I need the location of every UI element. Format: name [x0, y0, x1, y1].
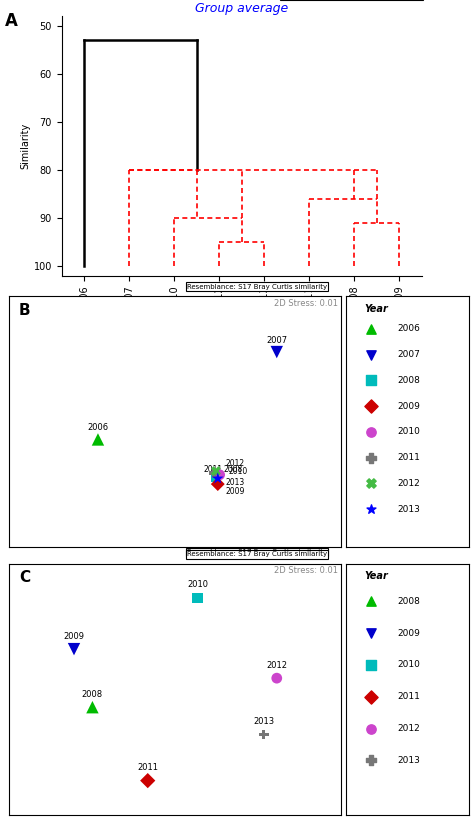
Text: 2D Stress: 0.01: 2D Stress: 0.01 — [274, 566, 338, 575]
Point — [367, 754, 374, 767]
Point — [212, 470, 220, 483]
Text: 2008: 2008 — [223, 465, 243, 474]
Text: Resemblance: S17 Bray Curtis similarity: Resemblance: S17 Bray Curtis similarity — [187, 549, 327, 555]
Text: 2011: 2011 — [398, 692, 420, 701]
Point — [367, 658, 374, 672]
Text: A: A — [5, 12, 18, 30]
Text: 2006: 2006 — [398, 324, 420, 333]
Text: 2007: 2007 — [398, 350, 420, 359]
Point — [367, 348, 374, 361]
Point — [367, 399, 374, 412]
Point — [367, 451, 374, 464]
Point — [367, 502, 374, 515]
Point — [367, 595, 374, 608]
Text: 2D Stress: 0.01: 2D Stress: 0.01 — [274, 299, 338, 308]
Text: 2012: 2012 — [266, 661, 287, 670]
Text: 2009: 2009 — [225, 487, 245, 496]
Text: 2006: 2006 — [87, 423, 109, 432]
Point — [212, 464, 220, 477]
Text: 2008: 2008 — [398, 597, 420, 606]
Point — [367, 690, 374, 704]
Point — [194, 591, 201, 604]
Text: 2009: 2009 — [64, 631, 84, 640]
Text: Year: Year — [365, 304, 388, 314]
Text: 2013: 2013 — [398, 504, 420, 514]
Text: 2012: 2012 — [398, 724, 420, 733]
Text: 2007: 2007 — [266, 336, 287, 345]
Y-axis label: Similarity: Similarity — [21, 123, 31, 170]
Point — [70, 643, 78, 656]
Text: Year: Year — [365, 571, 388, 581]
Text: 2012: 2012 — [398, 479, 420, 488]
X-axis label: Samples: Samples — [221, 312, 263, 322]
Text: B: B — [19, 303, 31, 318]
Point — [214, 477, 221, 491]
Text: 2010: 2010 — [398, 661, 420, 669]
Text: Resemblance: S17 Bray Curtis similarity: Resemblance: S17 Bray Curtis similarity — [187, 284, 327, 290]
Text: C: C — [19, 570, 30, 584]
Text: 2011: 2011 — [137, 763, 158, 772]
Point — [367, 374, 374, 387]
Point — [273, 672, 281, 685]
Text: 2009: 2009 — [398, 629, 420, 638]
Point — [214, 472, 221, 485]
Point — [89, 700, 96, 714]
Point — [144, 774, 152, 788]
Point — [367, 626, 374, 639]
Point — [367, 323, 374, 336]
Text: 2008: 2008 — [82, 690, 103, 699]
Point — [216, 468, 223, 481]
Text: 2008: 2008 — [398, 376, 420, 385]
Text: Resemblance: S17 Bray Curtis similarity: Resemblance: S17 Bray Curtis similarity — [187, 551, 327, 557]
Text: 2013: 2013 — [398, 756, 420, 765]
Text: 2012: 2012 — [225, 459, 244, 468]
Point — [367, 722, 374, 735]
Point — [210, 467, 218, 480]
Point — [94, 433, 102, 446]
Text: 2009: 2009 — [398, 402, 420, 411]
Text: 2010: 2010 — [398, 427, 420, 436]
Text: 2011: 2011 — [398, 453, 420, 462]
Text: 2010: 2010 — [229, 467, 248, 476]
Point — [260, 728, 268, 741]
Text: 2013: 2013 — [253, 717, 274, 726]
Title: Group average: Group average — [195, 2, 288, 16]
Point — [367, 477, 374, 490]
Text: 2013: 2013 — [225, 477, 245, 486]
Text: 2010: 2010 — [187, 580, 208, 589]
Point — [273, 346, 281, 359]
Point — [367, 425, 374, 439]
Text: 2011: 2011 — [203, 465, 222, 474]
